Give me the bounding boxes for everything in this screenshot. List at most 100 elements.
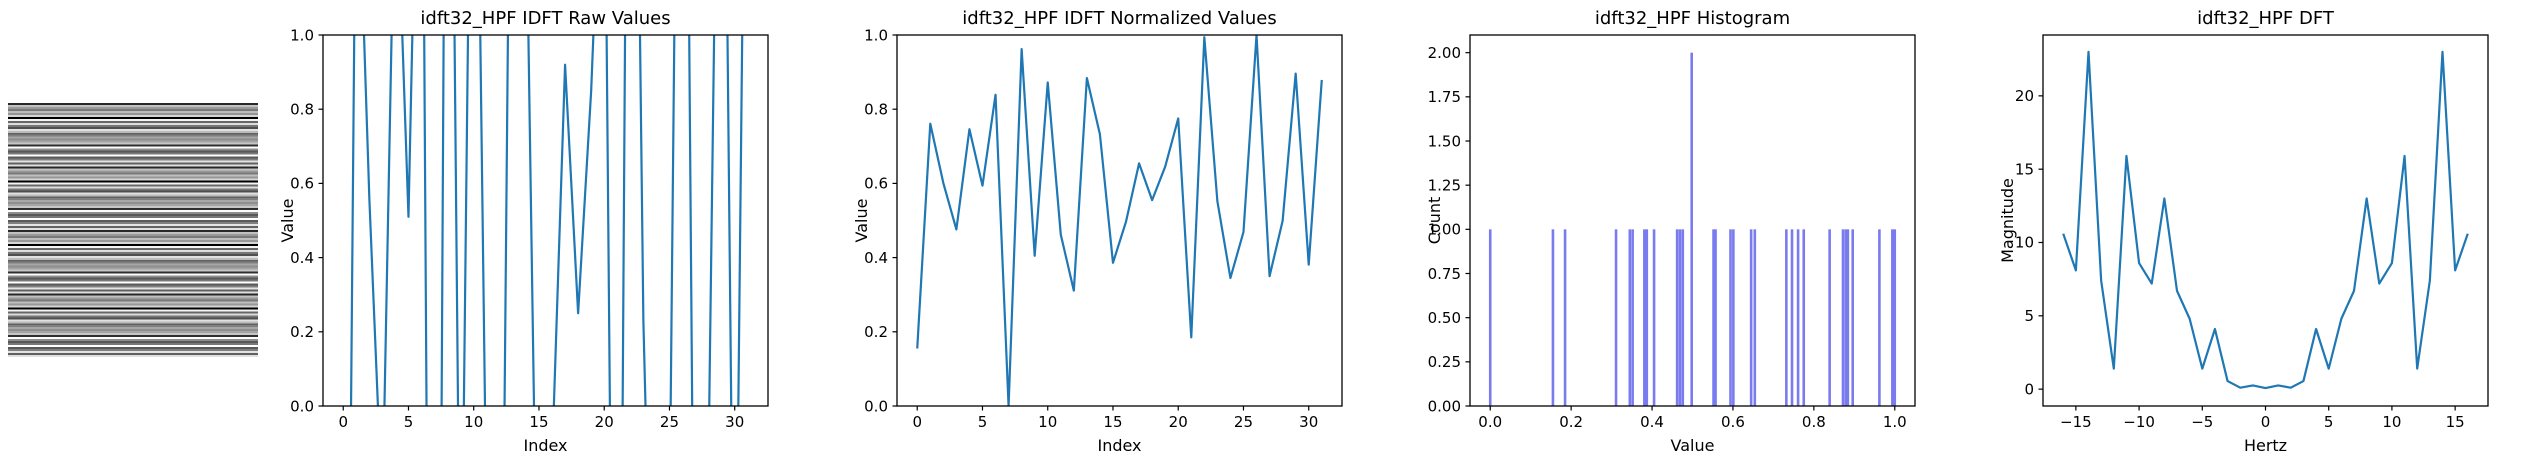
x-tick-label: 0 [912,413,922,431]
x-tick-label: 15 [1103,413,1122,431]
chart-canvas-normalized-values: 0 5 10 15 20 25 30 0.0 0.2 0.4 0.6 0.8 1.0 idft32_HPF… [852,8,1343,455]
histogram-bar [1753,229,1757,406]
chart-title: idft32_HPF Histogram [1595,8,1790,29]
x-tick-label: 30 [725,413,744,431]
line-series [2062,50,2469,390]
histogram-bar [1488,229,1492,406]
x-tick-label: 0 [338,413,348,431]
x-tick-label: 25 [660,413,679,431]
y-tick-label: 1.0 [290,26,314,44]
x-tick-label: 15 [2446,413,2465,431]
histogram-bar [1732,229,1735,406]
x-tick-label: 5 [2324,413,2334,431]
histogram-bar [1628,229,1632,406]
x-tick-label: −10 [2123,413,2155,431]
stripes-image [8,103,258,357]
x-tick-label: 15 [529,413,548,431]
chart-canvas-dft: −15 −10 −5 0 5 10 15 0 5 10 15 20 idft32_HPF DFT Hert… [1998,8,2489,455]
histogram-bar [1675,229,1679,406]
histogram-bar [1846,229,1850,406]
y-tick-label: 0 [2024,380,2034,398]
x-tick-label: 25 [1234,413,1253,431]
x-tick-label: −15 [2060,413,2092,431]
histogram-bar [1631,229,1634,406]
histogram-bar [1643,229,1646,406]
histogram-bar [1690,52,1693,407]
y-tick-label: 0.00 [1428,397,1461,415]
y-tick-label: 0.6 [290,175,314,193]
y-tick-label: 20 [2015,87,2034,105]
x-axis-label: Index [523,436,567,455]
plot-border [896,34,1343,407]
plot-border [322,34,769,407]
y-tick-label: 0.0 [864,397,888,415]
y-tick-label: 1.00 [1428,221,1461,239]
histogram-bar [1790,229,1794,406]
chart-histogram: 0.0 0.2 0.4 0.6 0.8 1.0 0.00 0.25 0.50 0.75 1.00 1.… [1425,0,1997,461]
line-series [349,35,744,406]
chart-title: idft32_HPF DFT [2197,8,2335,29]
y-tick-label: 0.6 [864,175,888,193]
y-axis-label: Count [1427,197,1444,245]
y-tick-label: 0.4 [864,249,888,267]
y-axis-label: Magnitude [2000,178,2017,263]
x-tick-label: 0.6 [1721,413,1745,431]
x-tick-label: 0.0 [1478,413,1502,431]
x-tick-label: 0 [2261,413,2271,431]
x-tick-label: 20 [1169,413,1188,431]
y-tick-label: 0.0 [290,397,314,415]
histogram-bar [1893,229,1897,406]
histogram-bar [1712,229,1715,406]
x-tick-label: 10 [464,413,483,431]
histogram-bar [1785,229,1788,406]
y-axis-label: Value [854,199,871,243]
x-tick-label: 10 [2382,413,2401,431]
plot-border [1469,34,1916,407]
x-axis-label: Value [1671,436,1715,455]
chart-canvas-raw-values: 0 5 10 15 20 25 30 0.0 0.2 0.4 0.6 0.8 1.0 idft32_HPF… [278,8,769,455]
x-axis-label: Hertz [2244,436,2287,455]
histogram-bar [1891,229,1894,406]
y-tick-label: 0.25 [1428,353,1461,371]
chart-title: idft32_HPF IDFT Normalized Values [962,8,1276,29]
x-tick-label: 30 [1299,413,1318,431]
y-tick-label: 15 [2015,160,2034,178]
plot-border [2042,34,2489,407]
histogram-bar [1851,229,1854,406]
histogram-bar [1652,229,1656,406]
y-tick-label: 0.50 [1428,309,1461,327]
histogram-bar [1614,229,1618,406]
chart-idft-raw-values: 0 5 10 15 20 25 30 0.0 0.2 0.4 0.6 0.8 1.0 idft32_HPF… [278,0,850,461]
x-tick-label: 0.2 [1559,413,1583,431]
chart-canvas-histogram: 0.0 0.2 0.4 0.6 0.8 1.0 0.00 0.25 0.50 0.75 1.00 1.… [1425,8,1916,455]
y-tick-label: 1.75 [1428,88,1461,106]
histogram-bar [1678,229,1682,406]
y-tick-label: 10 [2015,234,2034,252]
y-tick-label: 0.8 [864,100,888,118]
x-tick-label: 1.0 [1883,413,1907,431]
y-axis-label: Value [280,199,297,243]
histogram-bar [1749,229,1753,406]
histogram-bar [1878,229,1881,406]
y-tick-label: 1.50 [1428,132,1461,150]
histogram-bar [1841,229,1845,406]
y-tick-label: 0.75 [1428,265,1461,283]
histogram-bar [1551,229,1555,406]
histogram-bar [1729,229,1732,406]
y-tick-label: 0.2 [864,323,888,341]
histogram-bar [1681,229,1685,406]
histogram-bar [1796,229,1800,406]
y-tick-label: 0.4 [290,249,314,267]
histogram-bar [1802,229,1806,406]
y-tick-label: 1.25 [1428,176,1461,194]
histogram-bar [1645,229,1649,406]
histogram-bar [1844,229,1848,406]
chart-title: idft32_HPF IDFT Raw Values [420,8,670,29]
y-tick-label: 1.0 [864,26,888,44]
x-axis-label: Index [1097,436,1141,455]
y-tick-label: 0.2 [290,323,314,341]
chart-dft: −15 −10 −5 0 5 10 15 0 5 10 15 20 idft32_HPF DFT Hert… [1998,0,2546,461]
y-tick-label: 5 [2024,307,2034,325]
histogram-bar [1828,229,1831,406]
